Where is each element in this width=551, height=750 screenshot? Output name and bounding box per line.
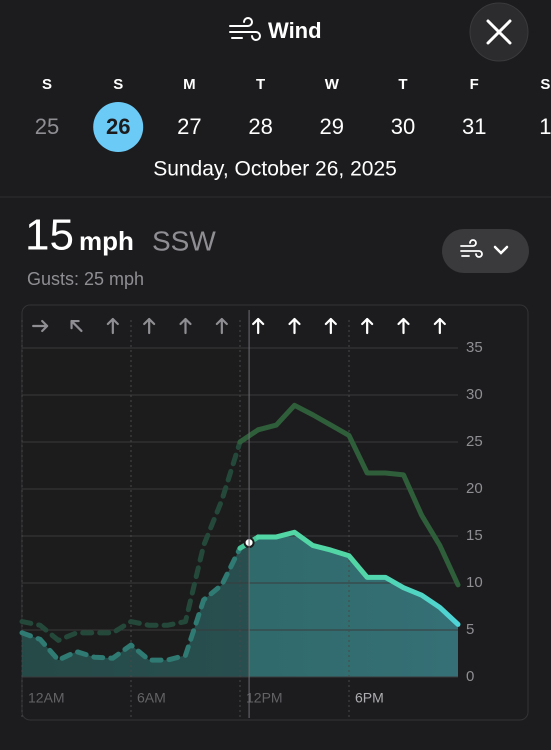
weekday-letter: W [325, 76, 340, 93]
day-button[interactable]: 26 [93, 102, 144, 152]
close-button[interactable] [469, 2, 529, 62]
y-tick-label: 10 [466, 574, 483, 591]
direction-arrow [179, 317, 192, 335]
y-tick-label: 0 [466, 668, 474, 685]
x-tick-label: 6AM [137, 690, 166, 706]
day-number: 31 [462, 114, 486, 139]
weekday-letter: F [470, 76, 479, 93]
selected-day [93, 102, 144, 152]
day-button[interactable]: 29 [320, 114, 344, 139]
day-button[interactable]: 1 [539, 114, 551, 139]
y-tick-label: 20 [466, 480, 483, 497]
direction-arrow [215, 317, 228, 335]
y-tick-label: 5 [466, 621, 474, 638]
title: Wind [268, 18, 322, 43]
x-tick-label: 12AM [28, 690, 65, 706]
direction-arrow [252, 317, 265, 335]
y-tick-label: 30 [466, 386, 483, 403]
wind-direction: SSW [152, 225, 216, 256]
day-number: 30 [391, 114, 415, 139]
direction-arrow [32, 319, 49, 333]
direction-arrow [70, 319, 83, 333]
day-number: 1 [539, 114, 551, 139]
day-picker: S 25 S 26 M 27 T 28 W 29 T 30 F 31 S 1 [35, 76, 551, 152]
x-tick-label: 6PM [355, 690, 384, 706]
day-number: 25 [35, 114, 59, 139]
x-tick-label: 12PM [246, 690, 283, 706]
forecast-line [255, 529, 461, 627]
day-button[interactable]: 30 [391, 114, 415, 139]
date-label: Sunday, October 26, 2025 [153, 158, 397, 181]
chart-frame [21, 304, 529, 721]
direction-arrow [106, 317, 119, 335]
y-tick-label: 35 [466, 339, 483, 356]
weekday-letter: T [398, 76, 407, 93]
day-number: 29 [320, 114, 344, 139]
y-tick-label: 15 [466, 527, 483, 544]
direction-arrow [324, 317, 337, 335]
y-tick-label: 25 [466, 433, 483, 450]
direction-arrow [433, 317, 446, 335]
wind-icon [229, 17, 261, 41]
day-number: 28 [248, 114, 272, 139]
weekday-letter: T [256, 76, 265, 93]
wind-unit: mph [79, 226, 134, 256]
direction-arrow [397, 317, 410, 335]
wind-speed: 15 [25, 211, 74, 260]
weekday-letter: S [113, 76, 123, 93]
direction-arrow [288, 317, 301, 335]
day-button[interactable]: 27 [177, 114, 201, 139]
day-button[interactable]: 25 [35, 114, 59, 139]
past-line [19, 545, 243, 663]
past-line [19, 439, 243, 643]
view-menu-button[interactable] [442, 229, 529, 273]
wind-chart: 0 5 10 15 20 25 30 35 12AM 6AM 12PM 6PM [19, 310, 483, 718]
day-number: 26 [106, 114, 130, 139]
weekday-letter: M [183, 76, 196, 93]
direction-arrow [143, 317, 156, 335]
forecast-line [255, 402, 461, 588]
gusts: Gusts: 25 mph [27, 269, 144, 289]
day-number: 27 [177, 114, 201, 139]
weekday-letter: S [540, 76, 550, 93]
weekday-letter: S [42, 76, 52, 93]
day-button[interactable]: 31 [462, 114, 486, 139]
direction-arrow [361, 317, 374, 335]
day-button[interactable]: 28 [248, 114, 272, 139]
